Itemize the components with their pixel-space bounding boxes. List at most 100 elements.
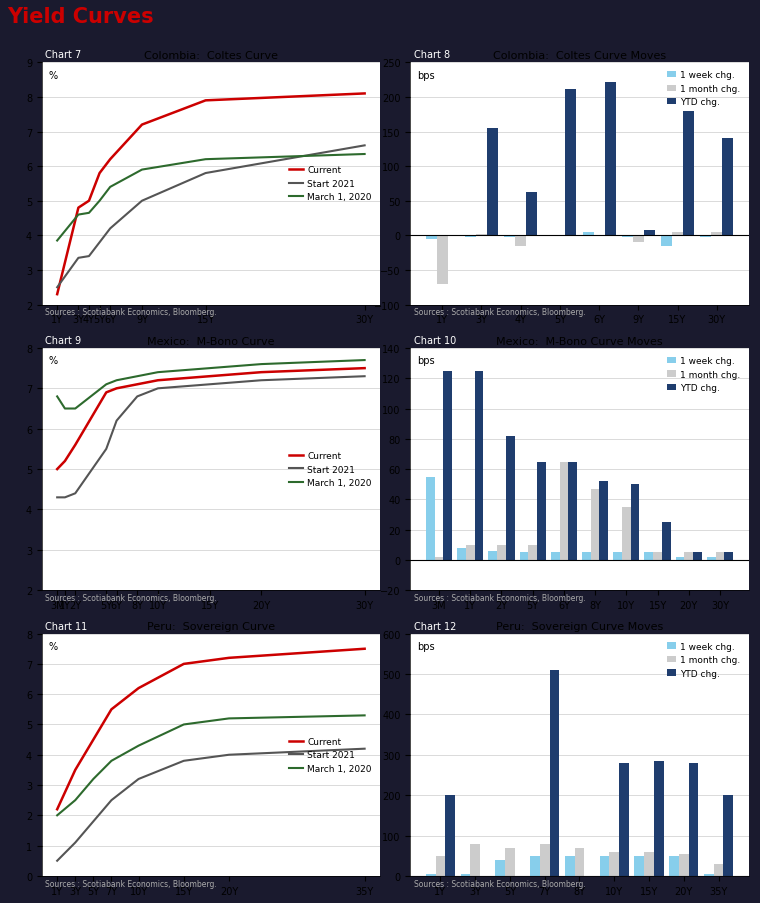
Bar [714,864,724,876]
Bar [530,856,540,876]
Bar [661,236,672,247]
Bar [582,553,591,560]
Line: March 1, 2020: March 1, 2020 [57,715,365,815]
Bar [679,853,689,876]
Text: bps: bps [417,70,435,80]
Bar [716,553,724,560]
Legend: 1 week chg., 1 month chg., YTD chg.: 1 week chg., 1 month chg., YTD chg. [663,353,744,396]
Bar [672,233,683,236]
Start 2021 [52,855,62,866]
Text: Chart 8: Chart 8 [413,51,450,61]
Text: Sources : Scotiabank Economics, Bloomberg.: Sources : Scotiabank Economics, Bloomber… [413,593,585,602]
March 1, 2020 [360,710,369,721]
Text: Yield Curves: Yield Curves [8,7,154,27]
Line: March 1, 2020: March 1, 2020 [57,154,365,241]
Bar [722,139,733,236]
March 1, 2020 [360,355,369,366]
Line: Current: Current [57,368,365,470]
Bar [644,553,654,560]
Current [107,704,116,715]
Current [84,196,93,207]
Text: Chart 7: Chart 7 [45,51,81,61]
Text: %: % [49,70,58,80]
Legend: Current, Start 2021, March 1, 2020: Current, Start 2021, March 1, 2020 [286,448,375,491]
Text: Chart 10: Chart 10 [413,336,456,346]
Bar [426,477,435,560]
Bar [711,233,722,236]
Bar [644,852,654,876]
Bar [683,112,694,236]
Bar [487,129,498,236]
Start 2021 [71,837,80,848]
Bar [654,553,662,560]
Line: Current: Current [57,94,365,295]
Line: March 1, 2020: March 1, 2020 [57,360,365,409]
Bar [631,485,639,560]
Bar [496,860,505,876]
Start 2021 [257,376,266,386]
Title: Colombia:  Coltes Curve Moves: Colombia: Coltes Curve Moves [493,51,666,61]
Bar [505,848,515,876]
March 1, 2020 [205,363,214,374]
Bar [704,874,714,876]
March 1, 2020 [360,149,369,160]
Bar [633,236,644,243]
Start 2021 [102,444,111,455]
Start 2021 [106,224,115,235]
Bar [676,557,685,560]
Current [179,659,188,670]
Bar [635,856,644,876]
Bar [520,553,528,560]
Bar [662,523,671,560]
Text: Sources : Scotiabank Economics, Bloomberg.: Sources : Scotiabank Economics, Bloomber… [413,308,585,317]
Bar [610,852,619,876]
Start 2021 [95,237,104,248]
Bar [537,462,546,560]
Legend: 1 week chg., 1 month chg., YTD chg.: 1 week chg., 1 month chg., YTD chg. [663,638,744,682]
Current [133,379,142,390]
March 1, 2020 [134,740,143,751]
Bar [435,856,445,876]
Current [112,384,121,395]
Start 2021 [52,492,62,503]
Bar [724,796,733,876]
March 1, 2020 [52,392,62,403]
Text: Chart 9: Chart 9 [45,336,81,346]
Text: bps: bps [417,641,435,651]
Legend: Current, Start 2021, March 1, 2020: Current, Start 2021, March 1, 2020 [286,733,375,777]
Start 2021 [134,774,143,785]
Bar [600,856,610,876]
Bar [724,553,733,560]
Current [138,120,147,131]
Current [106,154,115,165]
Bar [707,557,716,560]
March 1, 2020 [84,209,93,219]
Start 2021 [360,371,369,382]
March 1, 2020 [95,196,104,207]
Bar [613,553,622,560]
Bar [654,761,663,876]
Current [74,203,83,214]
Text: Sources : Scotiabank Economics, Bloomberg.: Sources : Scotiabank Economics, Bloomber… [45,879,217,888]
Text: bps: bps [417,356,435,366]
Bar [559,462,568,560]
Title: Mexico:  M-Bono Curve: Mexico: M-Bono Curve [147,337,274,347]
Text: %: % [49,641,58,651]
March 1, 2020 [102,379,111,390]
Bar [622,236,633,237]
Current [201,96,211,107]
Bar [476,235,487,236]
Start 2021 [89,816,98,827]
Bar [505,436,515,560]
March 1, 2020 [106,182,115,193]
Bar [466,545,474,560]
Bar [461,874,470,876]
Current [360,644,369,655]
Current [360,88,369,99]
Start 2021 [84,251,93,262]
Current [89,734,98,745]
March 1, 2020 [71,404,80,414]
Start 2021 [224,749,233,760]
Start 2021 [71,489,80,499]
March 1, 2020 [179,720,188,731]
